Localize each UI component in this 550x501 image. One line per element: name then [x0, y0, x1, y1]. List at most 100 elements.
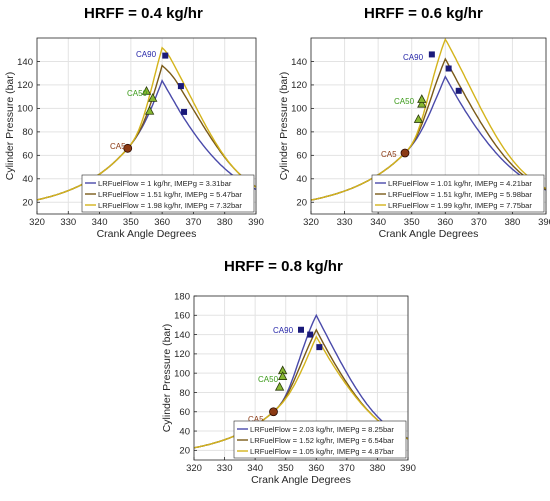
legend-label-1: LRFuelFlow = 1.51 kg/hr, IMEPg = 5.98bar — [388, 190, 532, 199]
ca50-marker-0 — [144, 105, 155, 115]
chart-title-hrff-04: HRFF = 0.4 kg/hr — [84, 5, 203, 22]
annotation-ca5: CA5 — [381, 150, 397, 159]
legend-label-2: LRFuelFlow = 1.05 kg/hr, IMEPg = 4.87bar — [250, 447, 394, 456]
x-tick-label: 330 — [60, 217, 76, 228]
y-tick-label: 100 — [174, 368, 190, 379]
x-axis-label: Crank Angle Degrees — [97, 228, 197, 240]
axes-box — [36, 37, 257, 215]
ca5-marker — [123, 143, 133, 153]
x-tick-label: 320 — [29, 217, 45, 228]
x-tick-label: 340 — [92, 217, 108, 228]
x-tick-label: 340 — [247, 463, 263, 474]
ca50-marker-1 — [148, 92, 158, 102]
ca50-marker-2 — [417, 94, 427, 103]
legend-label-2: LRFuelFlow = 1.98 kg/hr, IMEPg = 7.32bar — [98, 201, 242, 210]
legend-label-0: LRFuelFlow = 1.01 kg/hr, IMEPg = 4.21bar — [388, 179, 532, 188]
x-tick-label: 370 — [185, 217, 201, 228]
x-axis-label: Crank Angle Degrees — [251, 474, 351, 486]
legend-box — [233, 420, 407, 459]
ca50-marker-1 — [277, 371, 288, 380]
y-axis-label: Cylinder Pressure (bar) — [161, 324, 173, 433]
x-tick-label: 330 — [217, 463, 233, 474]
y-tick-label: 160 — [174, 311, 190, 322]
series-line-2 — [193, 335, 409, 449]
chart-panel-1: CA90 CA50 CA5 320 330 340 350 360 370 380 390 20 40 6… — [278, 37, 550, 240]
annotation-ca90: CA90 — [403, 53, 424, 62]
legend-box — [371, 174, 545, 213]
y-axis-label: Cylinder Pressure (bar) — [278, 72, 290, 181]
annotation-ca5: CA5 — [110, 142, 126, 151]
x-tick-label: 370 — [471, 217, 487, 228]
ca90-marker-0 — [181, 108, 188, 115]
y-tick-label: 40 — [179, 426, 190, 437]
y-tick-label: 60 — [179, 407, 190, 418]
legend-label-0: LRFuelFlow = 1 kg/hr, IMEPg = 3.31bar — [98, 179, 232, 188]
chart-title-hrff-06: HRFF = 0.6 kg/hr — [364, 5, 483, 22]
x-tick-label: 370 — [339, 463, 355, 474]
ca90-marker-2 — [316, 344, 323, 351]
legend-label-2: LRFuelFlow = 1.99 kg/hr, IMEPg = 7.75bar — [388, 201, 532, 210]
ca50-marker-0 — [413, 114, 424, 123]
x-tick-label: 380 — [504, 217, 520, 228]
annotation-ca90: CA90 — [136, 50, 157, 59]
chart-title-hrff-08: HRFF = 0.8 kg/hr — [224, 258, 343, 275]
annotation-ca50: CA50 — [258, 375, 279, 384]
annotation-ca50: CA50 — [127, 89, 148, 98]
ca90-marker-1 — [445, 65, 452, 72]
y-tick-label: 180 — [174, 291, 190, 302]
x-tick-label: 390 — [400, 463, 416, 474]
annotation-ca5: CA5 — [248, 415, 264, 424]
y-tick-label: 20 — [22, 198, 33, 209]
y-tick-label: 80 — [22, 127, 33, 138]
ca50-marker-1 — [417, 98, 427, 108]
y-tick-label: 40 — [296, 174, 307, 185]
series-line-2 — [310, 37, 547, 201]
ca90-marker-2 — [428, 51, 435, 58]
y-tick-label: 120 — [17, 80, 33, 91]
axes-box — [193, 295, 409, 461]
ca90-marker-0 — [455, 87, 462, 94]
chart-panel-0: CA90 CA50 CA5 320 330 340 350 360 370 380 390 20 40 6… — [4, 37, 264, 240]
ca90-marker-1 — [177, 83, 184, 90]
legend-label-1: LRFuelFlow = 1.51 kg/hr, IMEPg = 5.47bar — [98, 190, 242, 199]
x-tick-label: 390 — [538, 217, 550, 228]
y-tick-label: 100 — [17, 104, 33, 115]
y-tick-label: 100 — [291, 104, 307, 115]
x-tick-label: 350 — [278, 463, 294, 474]
y-tick-label: 140 — [174, 330, 190, 341]
annotation-ca90: CA90 — [273, 326, 294, 335]
x-tick-label: 320 — [303, 217, 319, 228]
ca5-marker — [269, 407, 278, 417]
x-tick-label: 360 — [437, 217, 453, 228]
y-tick-label: 60 — [296, 151, 307, 162]
x-tick-label: 380 — [369, 463, 385, 474]
y-tick-label: 20 — [179, 446, 190, 457]
x-tick-label: 330 — [337, 217, 353, 228]
y-tick-label: 40 — [22, 174, 33, 185]
ca50-marker-2 — [274, 381, 285, 391]
axes-box — [310, 37, 547, 215]
x-tick-label: 340 — [370, 217, 386, 228]
x-tick-label: 360 — [154, 217, 170, 228]
y-tick-label: 80 — [179, 388, 190, 399]
y-axis-label: Cylinder Pressure (bar) — [4, 72, 16, 181]
y-tick-label: 120 — [291, 80, 307, 91]
y-tick-label: 120 — [174, 349, 190, 360]
legend-label-1: LRFuelFlow = 1.52 kg/hr, IMEPg = 6.54bar — [250, 436, 394, 445]
chart-panel-2: CA90 CA50 CA5 320 330 340 350 360 370 380 390 20 40 6… — [161, 291, 416, 486]
ca90-marker-1 — [307, 331, 314, 338]
y-tick-label: 20 — [296, 198, 307, 209]
x-tick-label: 360 — [308, 463, 324, 474]
y-tick-label: 140 — [17, 57, 33, 68]
series-line-2 — [36, 46, 257, 201]
ca90-marker-0 — [298, 326, 304, 333]
x-axis-label: Crank Angle Degrees — [379, 228, 479, 240]
legend-box — [81, 174, 255, 213]
x-tick-label: 350 — [404, 217, 420, 228]
ca5-marker — [400, 148, 410, 158]
x-tick-label: 380 — [217, 217, 233, 228]
x-tick-label: 350 — [123, 217, 139, 228]
ca50-marker-2 — [141, 85, 152, 95]
y-tick-label: 140 — [291, 57, 307, 68]
